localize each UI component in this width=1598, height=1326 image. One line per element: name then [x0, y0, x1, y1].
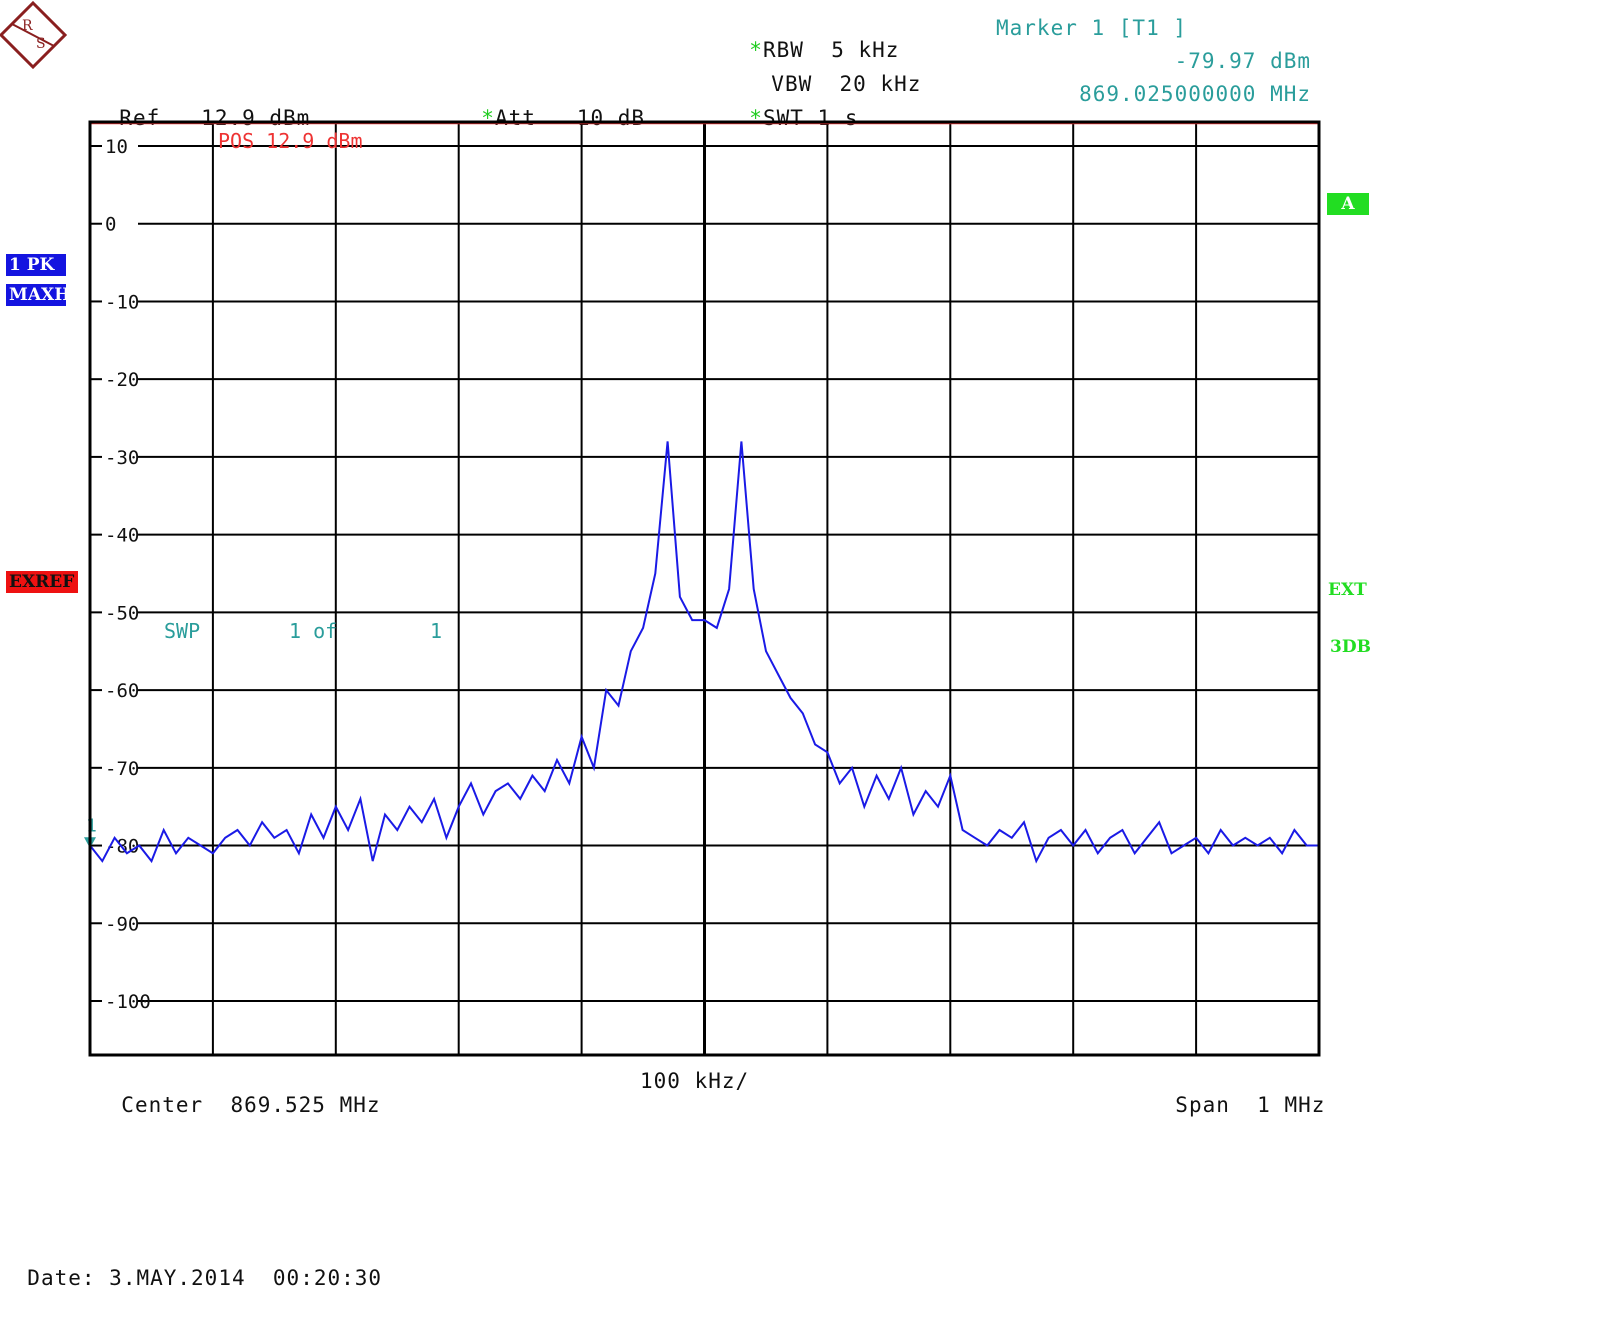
y-tick-label: 0 — [105, 214, 116, 236]
3db-label: 3DB — [1330, 637, 1371, 657]
center-label: Center — [121, 1093, 204, 1117]
marker-level: -79.97 dBm — [1174, 49, 1311, 73]
center-frequency: Center 869.525 MHz — [94, 1069, 381, 1117]
swt-label: SWT — [762, 106, 804, 130]
time-value: 00:20:30 — [272, 1266, 383, 1290]
y-tick-label: -50 — [105, 602, 139, 624]
sweep-label: SWP — [164, 619, 200, 643]
svg-text:R: R — [22, 18, 33, 34]
att-setting: *Att 10 dB — [454, 82, 645, 130]
ref-label: Ref — [119, 106, 161, 130]
y-tick-label: -90 — [105, 913, 139, 935]
vbw-value: 20 kHz — [839, 72, 922, 96]
trace-a-badge: A — [1327, 193, 1369, 215]
rbw-value: 5 kHz — [831, 38, 900, 62]
y-tick-label: 10 — [105, 136, 128, 158]
date-label: Date: — [27, 1266, 96, 1290]
ext-label: EXT — [1328, 580, 1367, 600]
y-tick-labels: 100-10-20-30-40-50-60-70-80-90-100 — [105, 136, 151, 1013]
division-width: 100 kHz/ — [640, 1069, 750, 1093]
y-tick-label: -70 — [105, 758, 139, 780]
trace-detector-badge: 1 PK — [6, 254, 66, 276]
marker-frequency: 869.025000000 MHz — [1079, 82, 1311, 106]
rbw-setting: *RBW 5 kHz — [722, 14, 899, 62]
date-value: 3.MAY.2014 — [109, 1266, 246, 1290]
vbw-setting: VBW 20 kHz — [744, 48, 921, 96]
trace-line — [89, 441, 1319, 864]
y-tick-label: -60 — [105, 680, 139, 702]
rbw-coupled-star-icon: * — [749, 38, 763, 62]
span-setting: Span 1 MHz — [1148, 1069, 1325, 1117]
marker-title: Marker 1 [T1 ] — [996, 16, 1188, 40]
plot-grid — [90, 122, 1319, 1055]
ref-level-setting: Ref 12.9 dBm — [92, 82, 310, 130]
rs-logo: R S — [0, 0, 68, 70]
y-tick-label: -20 — [105, 369, 139, 391]
ref-value: 12.9 dBm — [201, 106, 311, 130]
att-label: Att — [494, 106, 536, 130]
plot-frame — [88, 120, 1321, 1057]
ref-position-label: POS 12.9 dBm — [218, 129, 363, 153]
vbw-label: VBW — [771, 72, 813, 96]
span-value: 1 MHz — [1257, 1093, 1326, 1117]
svg-text:S: S — [36, 36, 46, 52]
att-value: 10 dB — [576, 106, 646, 130]
span-label: Span — [1175, 1093, 1230, 1117]
y-tick-label: -100 — [105, 991, 151, 1013]
timestamp: Date: 3.MAY.2014 00:20:30 — [0, 1242, 382, 1290]
sweep-count: 1 of — [289, 619, 337, 643]
exref-badge: EXREF — [6, 571, 78, 593]
sweep-total: 1 — [430, 619, 442, 643]
center-value: 869.525 MHz — [230, 1093, 381, 1117]
y-tick-label: -10 — [105, 291, 139, 313]
y-tick-label: -30 — [105, 447, 139, 469]
y-tick-label: -40 — [105, 525, 139, 547]
trace-mode-badge: MAXH — [6, 284, 70, 306]
rbw-label: RBW — [762, 38, 804, 62]
